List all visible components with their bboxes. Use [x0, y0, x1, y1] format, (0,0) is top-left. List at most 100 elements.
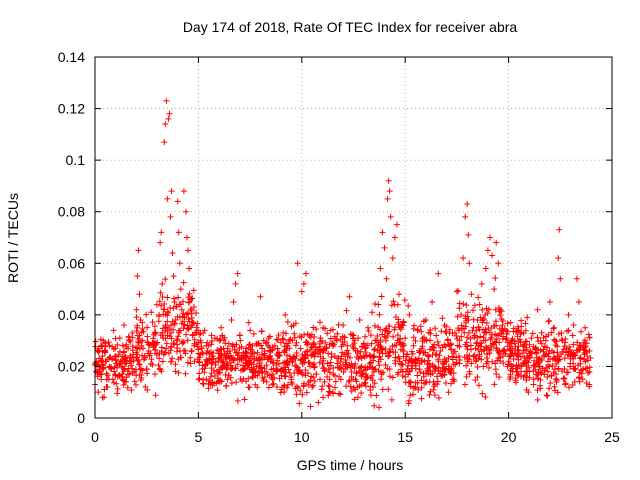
- data-point: [463, 362, 470, 369]
- data-point: [489, 340, 496, 347]
- x-tick-label: 10: [294, 429, 310, 445]
- data-point: [238, 353, 245, 360]
- data-point: [171, 341, 178, 348]
- data-point: [209, 337, 216, 344]
- data-point: [137, 317, 144, 324]
- data-point: [120, 322, 127, 329]
- y-tick-label: 0.14: [58, 49, 85, 65]
- data-point: [385, 177, 392, 184]
- data-point: [465, 329, 472, 336]
- data-point: [553, 360, 560, 367]
- data-point: [402, 335, 409, 342]
- data-point: [418, 377, 425, 384]
- data-point: [189, 331, 196, 338]
- data-point: [453, 354, 460, 361]
- data-point: [521, 372, 528, 379]
- data-point: [427, 337, 434, 344]
- data-point: [96, 347, 103, 354]
- data-point: [453, 332, 460, 339]
- data-point: [378, 293, 385, 300]
- data-point: [579, 376, 586, 383]
- data-point: [574, 339, 581, 346]
- data-point: [513, 362, 520, 369]
- data-point: [182, 370, 189, 377]
- data-point: [214, 368, 221, 375]
- data-point: [341, 351, 348, 358]
- data-point: [337, 336, 344, 343]
- data-point: [131, 368, 138, 375]
- data-point: [269, 381, 276, 388]
- data-point: [518, 363, 525, 370]
- data-point: [354, 347, 361, 354]
- data-point: [172, 317, 179, 324]
- data-point: [435, 394, 442, 401]
- data-point: [293, 383, 300, 390]
- data-point: [412, 384, 419, 391]
- data-point: [534, 396, 541, 403]
- data-point: [255, 354, 262, 361]
- data-point: [293, 339, 300, 346]
- data-point: [479, 319, 486, 326]
- data-point: [389, 255, 396, 262]
- data-point: [337, 391, 344, 398]
- data-point: [512, 365, 519, 372]
- data-point: [421, 338, 428, 345]
- data-point: [234, 270, 241, 277]
- data-point: [156, 298, 163, 305]
- data-point: [148, 309, 155, 316]
- data-point: [316, 359, 323, 366]
- data-point: [170, 340, 177, 347]
- data-point: [376, 311, 383, 318]
- data-point: [571, 365, 578, 372]
- data-point: [125, 345, 132, 352]
- x-tick-label: 20: [501, 429, 517, 445]
- data-point: [512, 343, 519, 350]
- data-point: [241, 396, 248, 403]
- data-point: [582, 365, 589, 372]
- data-point: [282, 311, 289, 318]
- data-point: [569, 332, 576, 339]
- data-point: [109, 343, 116, 350]
- data-point: [202, 362, 209, 369]
- data-point: [407, 392, 414, 399]
- data-point: [349, 331, 356, 338]
- data-point: [217, 351, 224, 358]
- data-point: [169, 318, 176, 325]
- data-point: [114, 373, 121, 380]
- data-point: [464, 352, 471, 359]
- data-point: [201, 369, 208, 376]
- data-point: [284, 318, 291, 325]
- data-point: [293, 350, 300, 357]
- data-point: [338, 355, 345, 362]
- data-point: [360, 340, 367, 347]
- data-point: [237, 367, 244, 374]
- data-point: [136, 291, 143, 298]
- data-point: [518, 373, 525, 380]
- data-point: [290, 322, 297, 329]
- data-point: [429, 351, 436, 358]
- data-point: [263, 339, 270, 346]
- data-point: [384, 365, 391, 372]
- data-point: [140, 356, 147, 363]
- data-point: [240, 366, 247, 373]
- data-point: [167, 304, 174, 311]
- data-point: [330, 364, 337, 371]
- data-point: [191, 358, 198, 365]
- data-point: [494, 357, 501, 364]
- data-point: [119, 376, 126, 383]
- data-point: [154, 339, 161, 346]
- data-point: [576, 375, 583, 382]
- data-point: [311, 341, 318, 348]
- data-point: [439, 344, 446, 351]
- data-point: [387, 213, 394, 220]
- data-point: [424, 353, 431, 360]
- data-point: [193, 329, 200, 336]
- data-point: [242, 345, 249, 352]
- data-point: [393, 342, 400, 349]
- data-point: [565, 327, 572, 334]
- data-point: [274, 345, 281, 352]
- data-point: [241, 365, 248, 372]
- data-point: [414, 372, 421, 379]
- data-point: [193, 310, 200, 317]
- data-point: [538, 329, 545, 336]
